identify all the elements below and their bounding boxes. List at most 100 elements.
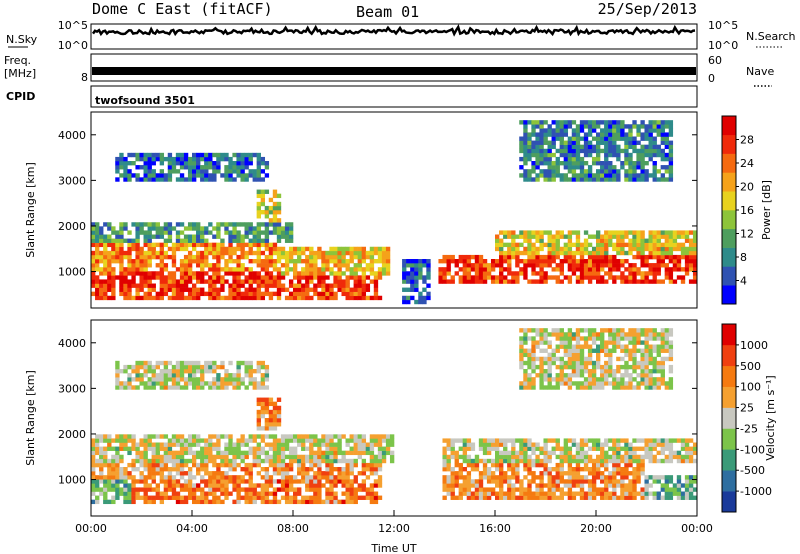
heatmap-cell <box>341 450 346 456</box>
heatmap-cell <box>567 169 573 174</box>
heatmap-cell <box>256 201 261 207</box>
heatmap-cell <box>260 499 266 505</box>
heatmap-cell <box>276 418 282 423</box>
heatmap-cell <box>414 279 419 284</box>
heatmap-cell <box>127 169 132 174</box>
heatmap-cell <box>692 271 698 276</box>
colorbar-tick-label: 4 <box>740 275 747 288</box>
heatmap-cell <box>276 438 282 443</box>
heatmap-cell <box>664 487 670 492</box>
heatmap-cell <box>224 434 229 439</box>
heatmap-cell <box>175 360 181 366</box>
heatmap-cell <box>212 479 217 484</box>
heatmap-cell <box>596 438 601 443</box>
heatmap-cell <box>668 385 674 390</box>
heatmap-cell <box>596 336 601 341</box>
heatmap-cell <box>640 369 645 374</box>
heatmap-cell <box>208 454 213 460</box>
heatmap-cell <box>297 295 302 301</box>
heatmap-cell <box>535 140 540 145</box>
heatmap-cell <box>612 242 617 248</box>
heatmap-cell <box>632 136 637 141</box>
heatmap-cell <box>293 487 298 492</box>
heatmap-cell <box>620 356 625 362</box>
heatmap-cell <box>147 385 152 390</box>
heatmap-cell <box>123 222 128 227</box>
heatmap-cell <box>628 161 633 166</box>
heatmap-cell <box>256 385 261 390</box>
heatmap-cell <box>268 271 274 276</box>
heatmap-cell <box>256 287 261 292</box>
heatmap-cell <box>276 487 282 492</box>
heatmap-cell <box>288 462 294 468</box>
heatmap-cell <box>563 173 569 178</box>
heatmap-cell <box>559 250 564 256</box>
heatmap-cell <box>345 495 350 500</box>
heatmap-cell <box>171 364 177 370</box>
heatmap-cell <box>264 259 270 264</box>
heatmap-cell <box>559 487 564 492</box>
heatmap-cell <box>175 222 181 227</box>
heatmap-cell <box>143 475 148 480</box>
heatmap-cell <box>192 434 197 439</box>
heatmap-cell <box>692 267 698 272</box>
heatmap-cell <box>167 283 173 288</box>
heatmap-cell <box>333 250 338 256</box>
heatmap-cell <box>446 483 451 488</box>
heatmap-cell <box>648 279 653 284</box>
heatmap-cell <box>644 259 649 264</box>
heatmap-cell <box>664 254 670 260</box>
heatmap-cell <box>555 136 560 141</box>
heatmap-cell <box>591 340 597 345</box>
heatmap-cell <box>123 226 128 231</box>
heatmap-cell <box>644 495 649 500</box>
heatmap-cell <box>317 295 322 301</box>
heatmap-cell <box>260 446 266 451</box>
heatmap-cell <box>192 234 197 239</box>
heatmap-cell <box>260 291 266 297</box>
heatmap-cell <box>563 483 569 488</box>
heatmap-cell <box>486 471 492 476</box>
heatmap-cell <box>632 161 637 166</box>
heatmap-cell <box>179 462 185 468</box>
heatmap-cell <box>482 446 488 451</box>
heatmap-cell <box>600 120 605 125</box>
heatmap-cell <box>579 279 585 284</box>
heatmap-cell <box>539 242 544 248</box>
heatmap-cell <box>571 165 577 170</box>
heatmap-cell <box>256 422 261 427</box>
heatmap-cell <box>293 287 298 292</box>
heatmap-cell <box>159 491 165 496</box>
heatmap-cell <box>131 279 136 284</box>
heatmap-cell <box>163 364 169 370</box>
heatmap-cell <box>474 259 480 264</box>
heatmap-cell <box>353 279 358 284</box>
noise-right-tick-bottom: 10^0 <box>708 39 738 52</box>
heatmap-cell <box>519 242 524 248</box>
heatmap-cell <box>196 467 201 472</box>
heatmap-cell <box>127 279 132 284</box>
heatmap-cell <box>163 454 169 460</box>
heatmap-cell <box>369 495 375 500</box>
heatmap-cell <box>313 259 318 264</box>
heatmap-cell <box>527 364 532 370</box>
heatmap-cell <box>519 483 524 488</box>
heatmap-cell <box>317 246 322 252</box>
heatmap-cell <box>301 246 306 252</box>
heatmap-cell <box>640 332 645 337</box>
heatmap-cell <box>628 165 633 170</box>
heatmap-cell <box>349 287 354 292</box>
heatmap-cell <box>636 364 641 370</box>
heatmap-cell <box>600 373 605 378</box>
heatmap-cell <box>656 120 661 125</box>
heatmap-cell <box>260 483 266 488</box>
heatmap-cell <box>640 169 645 174</box>
heatmap-cell <box>515 271 520 276</box>
heatmap-cell <box>119 434 124 439</box>
heatmap-cell <box>187 271 193 276</box>
heatmap-cell <box>377 446 383 451</box>
heatmap-cell <box>200 177 205 182</box>
heatmap-cell <box>280 442 286 447</box>
heatmap-cell <box>95 450 100 456</box>
